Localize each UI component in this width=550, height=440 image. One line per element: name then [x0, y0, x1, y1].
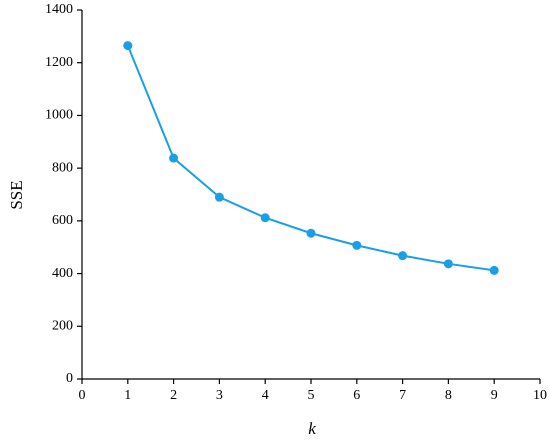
x-axis-label: k — [308, 419, 316, 438]
y-tick-label: 400 — [52, 266, 73, 281]
data-point — [260, 213, 270, 223]
y-tick-label: 200 — [52, 319, 73, 334]
y-tick-label: 600 — [52, 213, 73, 228]
x-tick-label: 5 — [308, 388, 315, 403]
y-tick-label: 1000 — [45, 108, 73, 123]
data-point — [352, 240, 362, 250]
data-point — [443, 259, 453, 269]
data-point — [214, 192, 224, 202]
y-tick-label: 1200 — [45, 55, 73, 70]
x-tick-label: 3 — [216, 388, 223, 403]
x-tick-label: 0 — [79, 388, 86, 403]
y-tick-label: 1400 — [45, 2, 73, 17]
data-point — [123, 41, 133, 51]
data-point — [489, 265, 499, 275]
x-tick-label: 10 — [533, 388, 547, 403]
x-tick-label: 2 — [170, 388, 177, 403]
y-axis-label: SSE — [7, 180, 26, 209]
x-tick-label: 9 — [491, 388, 498, 403]
x-tick-label: 4 — [262, 388, 269, 403]
data-point — [169, 153, 179, 163]
data-point — [306, 228, 316, 238]
x-tick-label: 8 — [445, 388, 452, 403]
y-tick-label: 800 — [52, 160, 73, 175]
x-tick-label: 6 — [353, 388, 360, 403]
y-tick-label: 0 — [66, 371, 73, 386]
x-tick-label: 7 — [399, 388, 406, 403]
x-tick-label: 1 — [124, 388, 131, 403]
data-point — [398, 251, 408, 261]
